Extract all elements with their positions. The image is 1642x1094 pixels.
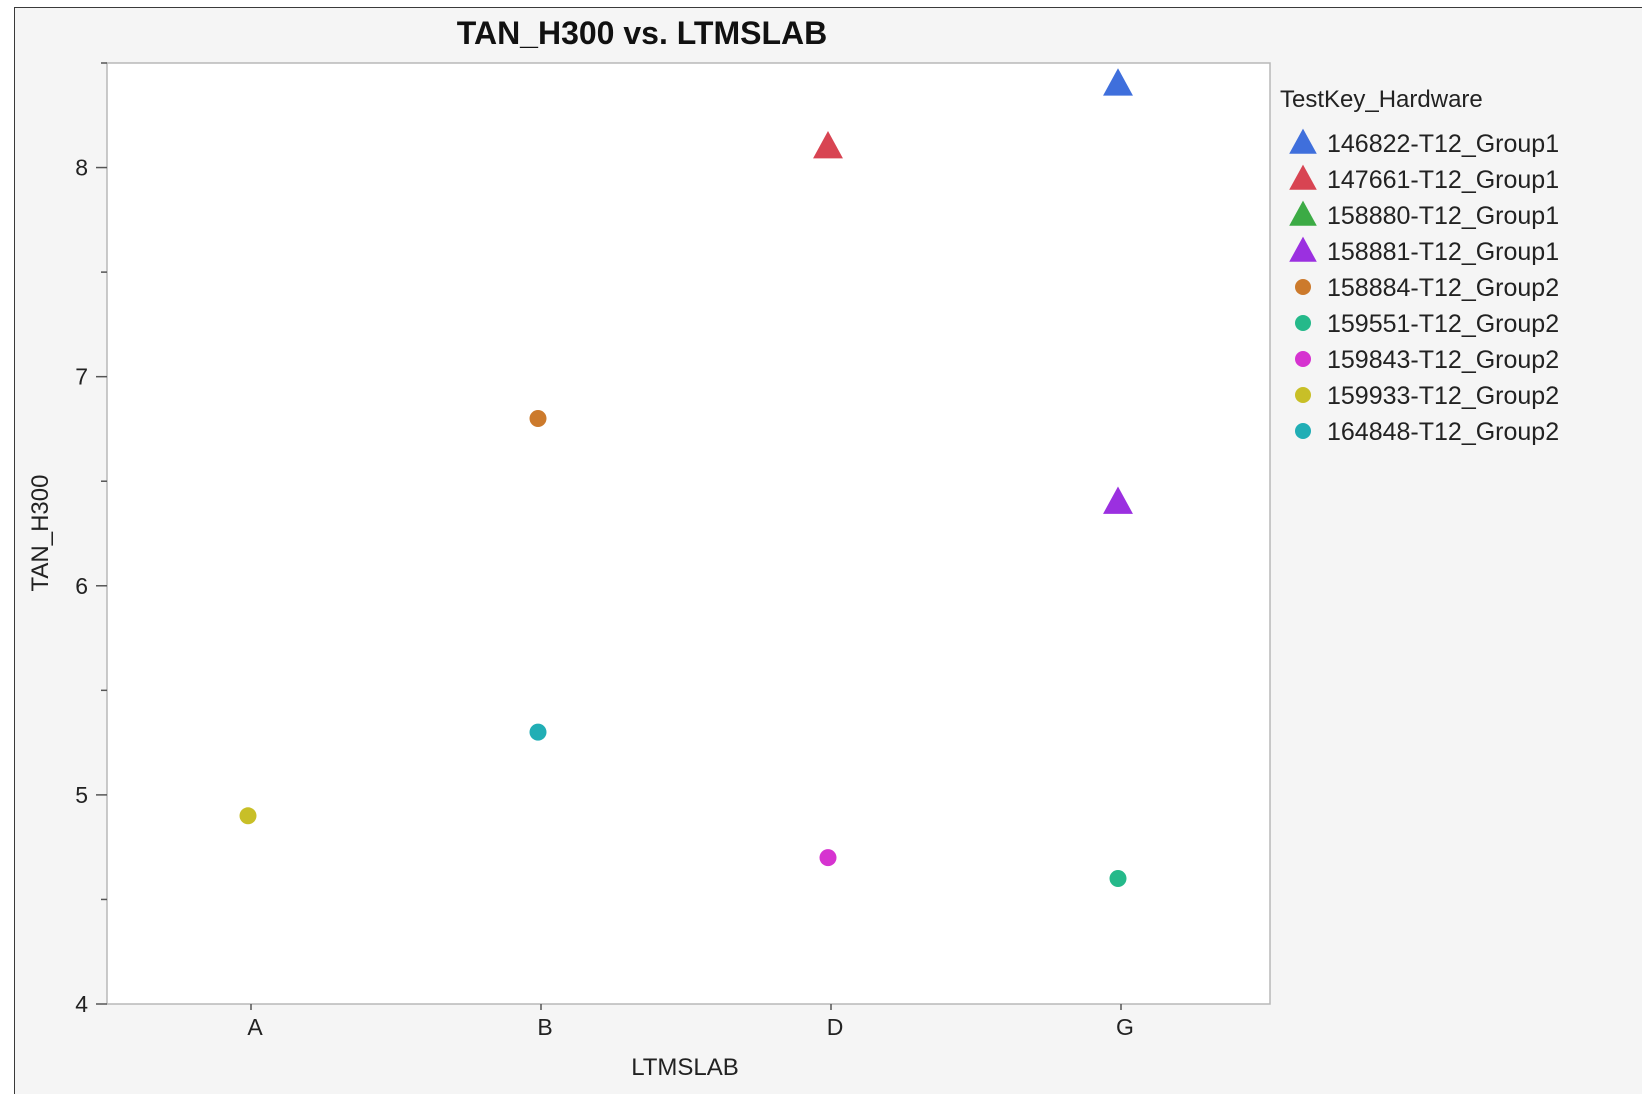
legend-item: 159843-T12_Group2 xyxy=(1295,346,1559,374)
legend-marker-triangle xyxy=(1289,200,1317,226)
y-tick-label: 5 xyxy=(75,782,88,808)
data-point-circle xyxy=(239,807,257,825)
data-point-circle xyxy=(529,723,547,741)
plot-area xyxy=(106,62,1271,1005)
x-tick-label: B xyxy=(537,1014,552,1040)
legend-marker-circle xyxy=(1295,387,1311,403)
x-tick-label: G xyxy=(1116,1014,1134,1040)
legend-item: 158880-T12_Group1 xyxy=(1289,200,1559,230)
legend-item: 158884-T12_Group2 xyxy=(1295,274,1559,302)
y-axis: 4 5 6 7 8 xyxy=(75,62,107,1017)
legend-label: 146822-T12_Group1 xyxy=(1327,130,1559,158)
legend-title: TestKey_Hardware xyxy=(1280,86,1483,113)
x-tick-label: D xyxy=(827,1014,844,1040)
legend-marker-circle xyxy=(1295,315,1311,331)
legend-label: 158884-T12_Group2 xyxy=(1327,274,1559,302)
legend-item: 146822-T12_Group1 xyxy=(1289,128,1559,158)
y-tick-label: 6 xyxy=(75,573,88,599)
legend-label: 164848-T12_Group2 xyxy=(1327,418,1559,446)
legend: TestKey_Hardware 146822-T12_Group1 147661… xyxy=(1280,86,1559,446)
legend-label: 159551-T12_Group2 xyxy=(1327,310,1559,338)
data-point-circle xyxy=(819,849,837,867)
y-tick-label: 4 xyxy=(75,991,88,1017)
legend-marker-circle xyxy=(1295,423,1311,439)
data-point-triangle xyxy=(813,131,843,159)
x-tick-label: A xyxy=(247,1014,263,1040)
data-marks xyxy=(239,68,1133,888)
legend-marker-triangle xyxy=(1289,128,1317,154)
legend-label: 159933-T12_Group2 xyxy=(1327,382,1559,410)
chart-title: TAN_H300 vs. LTMSLAB xyxy=(457,15,827,51)
data-point-triangle xyxy=(1103,486,1133,514)
legend-marker-triangle xyxy=(1289,164,1317,190)
legend-label: 158880-T12_Group1 xyxy=(1327,202,1559,230)
legend-item: 159933-T12_Group2 xyxy=(1295,382,1559,410)
legend-item: 159551-T12_Group2 xyxy=(1295,310,1559,338)
data-point-circle xyxy=(1109,870,1127,888)
data-point-circle xyxy=(529,409,547,427)
legend-marker-triangle xyxy=(1289,236,1317,262)
legend-label: 158881-T12_Group1 xyxy=(1327,238,1559,266)
x-axis-title: LTMSLAB xyxy=(631,1054,739,1081)
legend-marker-circle xyxy=(1295,351,1311,367)
legend-item: 164848-T12_Group2 xyxy=(1295,418,1559,446)
legend-item: 147661-T12_Group1 xyxy=(1289,164,1559,194)
y-tick-label: 8 xyxy=(75,155,88,181)
y-tick-label: 7 xyxy=(75,364,88,390)
y-axis-title: TAN_H300 xyxy=(27,475,54,592)
legend-marker-circle xyxy=(1295,279,1311,295)
legend-label: 147661-T12_Group1 xyxy=(1327,166,1559,194)
legend-label: 159843-T12_Group2 xyxy=(1327,346,1559,374)
legend-item: 158881-T12_Group1 xyxy=(1289,236,1559,266)
data-point-triangle xyxy=(1103,68,1133,96)
